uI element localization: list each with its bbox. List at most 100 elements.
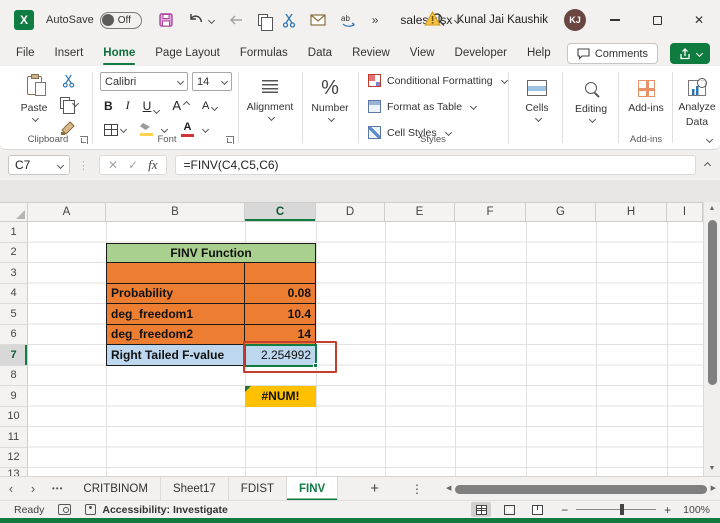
- editing-button[interactable]: Editing: [568, 74, 614, 124]
- horizontal-scroll-thumb[interactable]: [455, 484, 707, 494]
- table-label-deg-freedom2[interactable]: deg_freedom2: [106, 324, 245, 345]
- cut-icon[interactable]: [282, 13, 296, 28]
- comments-button[interactable]: Comments: [566, 43, 658, 64]
- column-header-i[interactable]: I: [667, 202, 703, 222]
- row-header[interactable]: 8: [0, 365, 28, 386]
- tab-review[interactable]: Review: [352, 47, 390, 59]
- new-sheet-button[interactable]: +: [370, 480, 379, 497]
- vertical-scroll-thumb[interactable]: [707, 220, 717, 385]
- document-title[interactable]: sales.xlsx: [400, 13, 462, 27]
- sheet-tab-critbinom[interactable]: CRITBINOM: [71, 476, 161, 501]
- error-cell-c9[interactable]: #NUM!: [245, 386, 316, 407]
- undo-button[interactable]: [188, 13, 215, 27]
- font-color-button[interactable]: A: [181, 122, 194, 137]
- cells-button[interactable]: Cells: [516, 74, 558, 123]
- cut-button[interactable]: [62, 74, 75, 91]
- font-size-combo[interactable]: 14: [192, 72, 232, 91]
- next-sheet-button[interactable]: ›: [30, 481, 36, 496]
- vertical-scrollbar[interactable]: ▲ ▼: [703, 202, 720, 476]
- font-name-combo[interactable]: Calibri: [100, 72, 188, 91]
- sheet-tab-finv[interactable]: FINV: [287, 476, 339, 501]
- column-header-g[interactable]: G: [526, 202, 596, 222]
- row-header[interactable]: 6: [0, 324, 28, 345]
- autosave-toggle[interactable]: Off: [99, 11, 142, 29]
- save-button[interactable]: [158, 12, 174, 28]
- row-header[interactable]: 9: [0, 386, 28, 407]
- replace-icon[interactable]: ab: [340, 13, 358, 27]
- conditional-formatting-button[interactable]: Conditional Formatting: [368, 74, 508, 87]
- table-label-probability[interactable]: Probability: [106, 283, 245, 304]
- tab-developer[interactable]: Developer: [454, 47, 507, 59]
- warning-icon[interactable]: [423, 10, 441, 29]
- number-button[interactable]: % Number: [308, 72, 352, 123]
- column-header-e[interactable]: E: [385, 202, 455, 222]
- page-layout-view-button[interactable]: [499, 502, 519, 517]
- row-header[interactable]: 12: [0, 447, 28, 468]
- sheet-tab-sheet17[interactable]: Sheet17: [161, 476, 229, 501]
- row-header[interactable]: 1: [0, 222, 28, 243]
- cancel-button[interactable]: ✕: [108, 158, 119, 172]
- zoom-level[interactable]: 100%: [683, 503, 710, 516]
- table-label-result[interactable]: Right Tailed F-value: [106, 345, 245, 366]
- clipboard-dialog-launcher-icon[interactable]: [80, 136, 88, 144]
- more-commands-button[interactable]: »: [371, 13, 379, 27]
- fill-color-button[interactable]: [140, 123, 153, 136]
- copy-button[interactable]: [60, 97, 80, 114]
- analyze-data-button[interactable]: Analyze Data: [676, 74, 718, 129]
- zoom-slider-thumb[interactable]: [620, 504, 624, 516]
- increase-font-button[interactable]: A: [172, 98, 191, 113]
- tab-page-layout[interactable]: Page Layout: [155, 47, 220, 59]
- enter-button[interactable]: ✓: [128, 158, 139, 172]
- zoom-in-button[interactable]: +: [664, 502, 672, 517]
- insert-function-button[interactable]: fx: [148, 157, 158, 172]
- select-all-button[interactable]: [0, 202, 28, 222]
- table-cell-b3[interactable]: [106, 263, 245, 284]
- minimize-button[interactable]: [602, 7, 628, 33]
- page-break-view-button[interactable]: [527, 502, 547, 517]
- copy-icon[interactable]: [257, 14, 273, 31]
- italic-button[interactable]: I: [125, 98, 130, 112]
- all-sheets-button[interactable]: •••: [52, 484, 64, 493]
- format-painter-button[interactable]: [60, 120, 77, 139]
- scroll-left-icon[interactable]: ◀: [446, 485, 452, 492]
- horizontal-scrollbar[interactable]: ◀ ▶: [446, 481, 716, 497]
- tab-file[interactable]: File: [16, 47, 35, 59]
- tab-home[interactable]: Home: [93, 40, 145, 66]
- row-header[interactable]: 4: [0, 283, 28, 304]
- table-title-cell[interactable]: FINV Function: [106, 242, 316, 263]
- underline-button[interactable]: U: [143, 99, 161, 114]
- zoom-out-button[interactable]: −: [561, 502, 569, 517]
- scroll-up-icon[interactable]: ▲: [708, 205, 716, 212]
- user-name[interactable]: Kunal Jai Kaushik: [456, 14, 548, 26]
- row-header[interactable]: 11: [0, 427, 28, 448]
- column-header-c[interactable]: C: [245, 202, 316, 222]
- column-header-d[interactable]: D: [316, 202, 385, 222]
- sheet-options-button[interactable]: ⋮: [411, 481, 423, 496]
- zoom-slider[interactable]: [576, 504, 657, 516]
- borders-button[interactable]: [104, 123, 128, 136]
- sheet-tab-fdist[interactable]: FDIST: [229, 476, 288, 501]
- tab-view[interactable]: View: [409, 47, 435, 59]
- close-button[interactable]: ✕: [693, 13, 705, 27]
- column-header-a[interactable]: A: [28, 202, 106, 222]
- table-value-deg-freedom1[interactable]: 10.4: [245, 304, 316, 325]
- paste-button[interactable]: Paste: [14, 70, 54, 123]
- excel-app-icon[interactable]: X: [14, 10, 34, 30]
- tab-formulas[interactable]: Formulas: [239, 47, 288, 59]
- format-as-table-button[interactable]: Format as Table: [368, 100, 478, 113]
- row-header[interactable]: 10: [0, 406, 28, 427]
- cells-canvas[interactable]: FINV Function Probability 0.08 deg_freed…: [28, 222, 703, 476]
- prev-sheet-button[interactable]: ‹: [8, 481, 14, 496]
- collapse-ribbon-button[interactable]: [704, 133, 714, 145]
- scroll-down-icon[interactable]: ▼: [708, 465, 716, 472]
- selected-cell-c7[interactable]: 2.254992: [245, 345, 316, 366]
- table-label-deg-freedom1[interactable]: deg_freedom1: [106, 304, 245, 325]
- column-header-h[interactable]: H: [596, 202, 667, 222]
- email-icon[interactable]: [310, 14, 326, 26]
- row-header-selected[interactable]: 7: [0, 345, 28, 366]
- back-button[interactable]: [228, 14, 244, 26]
- bold-button[interactable]: B: [104, 98, 113, 113]
- addins-button[interactable]: Add-ins: [624, 74, 668, 114]
- table-value-deg-freedom2[interactable]: 14: [245, 324, 316, 345]
- scroll-right-icon[interactable]: ▶: [710, 485, 716, 492]
